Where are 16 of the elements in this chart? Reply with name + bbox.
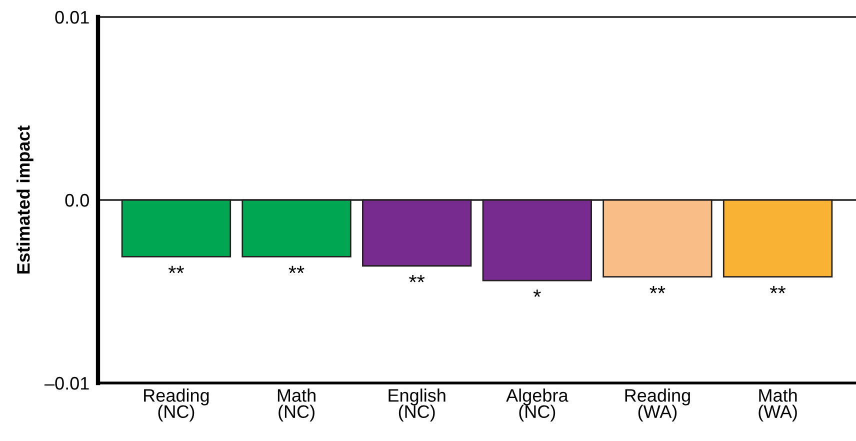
annotation: * — [533, 290, 541, 297]
y-tick-label: 0.01 — [55, 10, 89, 24]
annotation: ** — [288, 266, 304, 274]
x-tick-label: Math (WA) — [758, 388, 797, 422]
x-tick-label: Algebra (NC) — [506, 388, 568, 422]
annotation: ** — [770, 286, 786, 294]
x-tick-label: Math (NC) — [278, 388, 316, 422]
annotation: ** — [168, 266, 184, 274]
y-tick-label: 0.0 — [65, 194, 89, 207]
annotation: ** — [650, 286, 666, 294]
annotation: ** — [409, 274, 425, 282]
x-tick-label: English (NC) — [388, 388, 446, 422]
x-tick-label: Reading (NC) — [144, 388, 209, 422]
x-tick-label: Reading (WA) — [625, 388, 690, 422]
y-tick-label: –0.01 — [44, 376, 89, 390]
y-axis-title: Estimated impact — [16, 125, 34, 274]
